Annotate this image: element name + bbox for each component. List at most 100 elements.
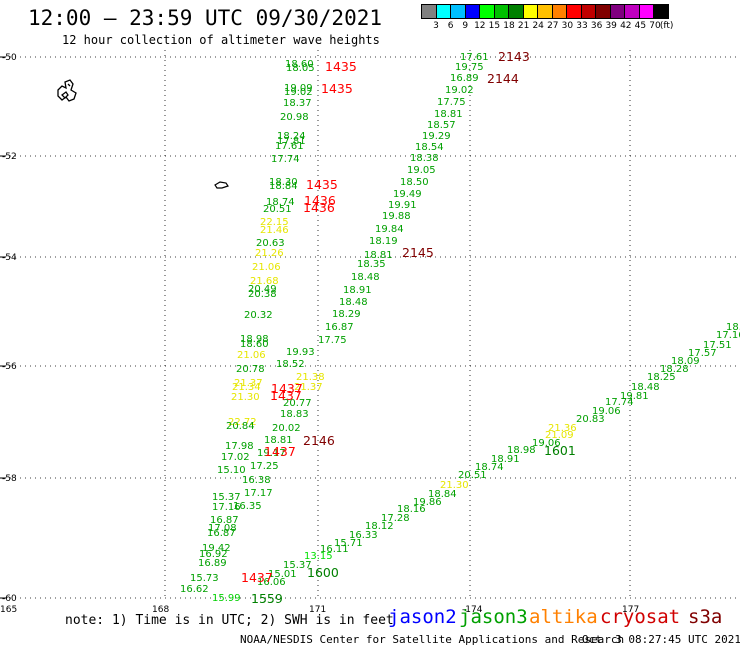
footnote: note: 1) Time is in UTC; 2) SWH is in fe… bbox=[65, 613, 394, 628]
swh-label: 17.17 bbox=[244, 488, 273, 499]
legend-swatch bbox=[653, 4, 669, 19]
lat-label: -60 bbox=[2, 594, 17, 604]
swh-label: 19.02 bbox=[445, 85, 474, 96]
sat-jason3-label: jason3 bbox=[459, 606, 528, 628]
swh-label: 17.16 bbox=[716, 330, 740, 341]
legend-label: 36 bbox=[590, 21, 603, 31]
legend-label: 33 bbox=[576, 21, 588, 31]
swh-label: 16.38 bbox=[242, 475, 271, 486]
swh-label: 17.02 bbox=[221, 452, 250, 463]
swh-label: 18.54 bbox=[415, 142, 444, 153]
swh-label: 18.84 bbox=[269, 181, 298, 192]
swh-label: 20.49 bbox=[248, 284, 277, 295]
swh-label: 16.35 bbox=[233, 501, 262, 512]
swh-label: 17.75 bbox=[318, 335, 347, 346]
swh-label: 16.89 bbox=[198, 558, 227, 569]
time-label: 2143 bbox=[498, 49, 530, 64]
swh-label: 21.06 bbox=[237, 350, 266, 361]
swh-label: 19.09 bbox=[284, 83, 313, 94]
swh-label: 16.33 bbox=[349, 530, 378, 541]
swh-label: 18.28 bbox=[660, 364, 689, 375]
legend-color-bar bbox=[421, 4, 669, 19]
swh-label: 18.09 bbox=[671, 356, 700, 367]
lat-label: -52 bbox=[2, 152, 17, 162]
time-label: 2144 bbox=[487, 71, 519, 86]
swh-label: 16.62 bbox=[180, 584, 209, 595]
lat-label: -58 bbox=[2, 474, 17, 484]
swh-label: 19.05 bbox=[407, 165, 436, 176]
legend-label: 21 bbox=[517, 21, 530, 31]
swh-label: 18.91 bbox=[491, 454, 520, 465]
swh-label: 17.61 bbox=[275, 141, 304, 152]
swh-label: 15.10 bbox=[217, 465, 246, 476]
island-outline-north bbox=[57, 79, 77, 102]
swh-label: 22.72 bbox=[228, 417, 257, 428]
swh-label: 18.74 bbox=[266, 197, 295, 208]
swh-label: 18.60 bbox=[285, 59, 314, 70]
swh-label: 20.83 bbox=[576, 414, 605, 425]
swh-label: 22.15 bbox=[260, 217, 289, 228]
swh-label: 19.93 bbox=[286, 347, 315, 358]
lon-label: 168 bbox=[152, 605, 169, 615]
swh-label: 18.37 bbox=[283, 98, 312, 109]
swh-label: 15.71 bbox=[334, 538, 363, 549]
swh-label: 18.81 bbox=[434, 109, 463, 120]
swh-label: 15.99 bbox=[212, 593, 241, 604]
swh-label: 18.81 bbox=[364, 250, 393, 261]
lat-label: -54 bbox=[2, 253, 17, 263]
legend-label: 30 bbox=[561, 21, 574, 31]
page-title: 12:00 — 23:59 UTC 09/30/2021 bbox=[28, 6, 383, 30]
swh-label: 17.74 bbox=[271, 154, 300, 165]
sat-cryosat-label: cryosat bbox=[600, 606, 681, 628]
swh-label: 20.78 bbox=[236, 364, 265, 375]
swh-label: 18.48 bbox=[631, 382, 660, 393]
legend-label: 39 bbox=[605, 21, 617, 31]
swh-label: 19.17 bbox=[257, 448, 286, 459]
swh-label: 18.30 bbox=[269, 177, 298, 188]
time-label: 1437 bbox=[271, 381, 303, 396]
swh-label: 16.06 bbox=[257, 577, 286, 588]
swh-label: 19.29 bbox=[422, 131, 451, 142]
time-label: 1601 bbox=[544, 443, 576, 458]
swh-label: 21.38 bbox=[296, 372, 325, 383]
swh-label: 18.16 bbox=[397, 504, 426, 515]
swh-label: 13.15 bbox=[304, 551, 333, 562]
legend-label: 18 bbox=[503, 21, 515, 31]
swh-label: 18.24 bbox=[277, 131, 306, 142]
swh-label: 18.12 bbox=[365, 521, 394, 532]
swh-label: 19.86 bbox=[413, 497, 442, 508]
sat-s3a-label: s3a bbox=[688, 606, 723, 628]
swh-label: 18.91 bbox=[343, 285, 372, 296]
swh-label: 18.05 bbox=[286, 63, 315, 74]
swh-label: 17.75 bbox=[437, 97, 466, 108]
swh-label: 19.06 bbox=[592, 406, 621, 417]
swh-label: 21.09 bbox=[545, 430, 574, 441]
swh-label: 20.63 bbox=[256, 238, 285, 249]
swh-label: 17.16 bbox=[212, 502, 241, 513]
swh-label: 15.37 bbox=[283, 560, 312, 571]
swh-label: 18.60 bbox=[240, 339, 269, 350]
legend-label: 24 bbox=[532, 21, 544, 31]
swh-label: 21.34 bbox=[232, 382, 261, 393]
lon-label: 171 bbox=[309, 605, 326, 615]
color-legend: 3 6 9 12 15 18 21 24 27 30 33 36 39 42 45 70 (ft) bbox=[421, 4, 673, 31]
legend-label: 70 bbox=[649, 21, 661, 31]
swh-label: 18.0 bbox=[726, 322, 740, 333]
swh-labels: 18.6018.0519.0919.0218.3720.9818.2417.81… bbox=[180, 52, 740, 604]
time-label: 1435 bbox=[306, 177, 338, 192]
swh-label: 17.51 bbox=[703, 340, 732, 351]
swh-label: 18.84 bbox=[428, 489, 457, 500]
lat-label: -56 bbox=[2, 362, 17, 372]
swh-label: 18.98 bbox=[507, 445, 536, 456]
swh-label: 16.87 bbox=[325, 322, 354, 333]
swh-label: 19.49 bbox=[393, 189, 422, 200]
swh-label: 21.36 bbox=[548, 423, 577, 434]
swh-label: 18.19 bbox=[369, 236, 398, 247]
swh-label: 20.02 bbox=[272, 423, 301, 434]
swh-label: 17.74 bbox=[605, 397, 634, 408]
lat-label: -50 bbox=[2, 53, 17, 63]
swh-label: 16.87 bbox=[207, 528, 236, 539]
swh-label: 16.11 bbox=[320, 544, 349, 555]
legend-label: 15 bbox=[488, 21, 501, 31]
